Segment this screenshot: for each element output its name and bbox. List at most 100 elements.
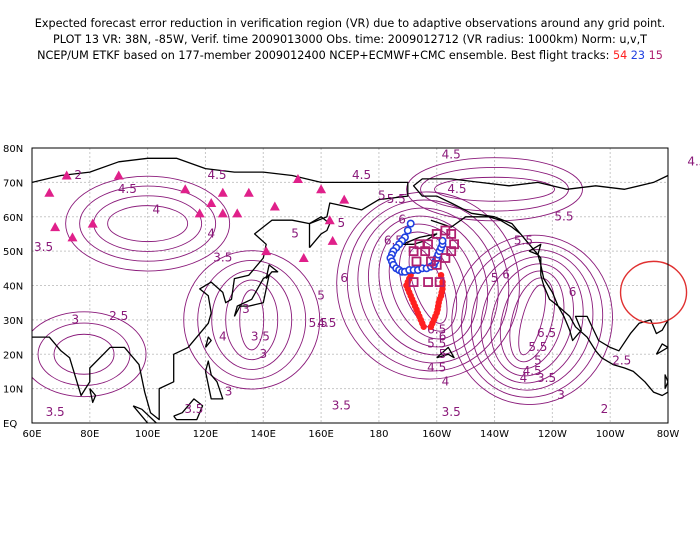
contour-line <box>65 175 231 272</box>
verification-circle <box>619 260 688 325</box>
contour-label: 6 <box>439 330 447 344</box>
contour-label: 5 <box>317 288 325 302</box>
contour-line <box>197 260 307 380</box>
raob-site-marker <box>87 218 98 228</box>
contour-label: 3 <box>557 388 565 402</box>
contour-label: 4.5 <box>442 147 461 161</box>
track-point <box>431 259 442 270</box>
contour-label: 2 <box>601 402 609 416</box>
contour-line <box>461 241 604 398</box>
raob-site-marker <box>50 222 61 232</box>
contour-label: 3 <box>225 385 233 399</box>
track-point <box>423 239 433 250</box>
contour-label: 2.5 <box>109 309 128 323</box>
coastline <box>204 336 212 348</box>
contour-line <box>357 207 499 364</box>
lon-tick-label: 160E <box>308 429 333 440</box>
contour-label: 3.5 <box>213 251 232 265</box>
contour-label: 3.5 <box>34 240 53 254</box>
track-point <box>440 253 451 263</box>
lat-tick-label: 30N <box>3 316 23 327</box>
contour-label: 5 <box>534 354 542 368</box>
coastline <box>233 274 270 317</box>
contour-label: 4.5 <box>427 361 446 375</box>
contour-label: 6 <box>569 285 577 299</box>
lat-tick-label: 20N <box>3 350 23 361</box>
coastline <box>265 264 279 280</box>
contour-line <box>378 223 478 348</box>
flight-track-red <box>403 271 446 330</box>
contour-label: 6.5 <box>537 326 556 340</box>
lon-tick-label: 100E <box>135 429 160 440</box>
contour-labels: 4.54.543.54.54.54.54.555.566.55543.5332.… <box>34 147 700 419</box>
raob-site-marker <box>327 235 338 245</box>
lat-tick-label: 70N <box>3 178 23 189</box>
track-point <box>446 229 457 239</box>
contour-label: 3.5 <box>184 402 203 416</box>
lon-tick-label: 60E <box>22 429 41 440</box>
contour-label: 3.5 <box>46 405 65 419</box>
track-point <box>438 236 447 245</box>
contour-label: 5.5 <box>387 192 406 206</box>
contour-label: 3 <box>259 347 267 361</box>
contour-label: 5.5 <box>528 340 547 354</box>
header-line-3-text: NCEP/UM ETKF based on 177-member 2009012… <box>37 49 610 62</box>
contour-line <box>470 249 594 391</box>
contour-label: 4.5 <box>523 364 542 378</box>
contour-line <box>32 311 147 398</box>
raob-site-marker <box>61 170 72 180</box>
track-point <box>411 256 422 267</box>
track-point <box>403 226 412 235</box>
raob-site-marker <box>269 201 280 211</box>
header-line-1: Expected forecast error reduction in ver… <box>34 17 666 30</box>
contour-label: 3.5 <box>332 398 351 412</box>
contour-line <box>518 284 546 356</box>
lat-tick-label: 10N <box>3 385 23 396</box>
raob-site-marker <box>298 253 309 262</box>
contour-label: 3.5 <box>442 405 461 419</box>
header-line-3: NCEP/UM ETKF based on 177-member 2009012… <box>0 48 700 64</box>
contour-line <box>79 185 217 262</box>
raob-site-marker <box>324 215 335 225</box>
raob-site-marker <box>339 194 350 204</box>
raob-site-marker <box>217 208 228 218</box>
verification-region <box>619 260 688 325</box>
raob-site-marker <box>217 187 228 197</box>
contour-line <box>239 289 265 351</box>
lon-tick-label: 120W <box>538 429 567 440</box>
contour-label: 4.5 <box>118 182 137 196</box>
contour-label: 3.5 <box>537 371 556 385</box>
lat-tick-label: 40N <box>3 282 23 293</box>
contour-label: 4 <box>219 330 227 344</box>
contour-label: 4.5 <box>207 168 226 182</box>
track-point <box>406 219 415 228</box>
contour-label: 4.5 <box>687 154 700 168</box>
track-point <box>420 246 431 257</box>
contour-label: 4.5 <box>352 168 371 182</box>
contour-label: 5 <box>338 216 346 230</box>
contour-label: 3 <box>72 312 80 326</box>
track-label-red: 54 <box>612 49 628 62</box>
raob-site-marker <box>316 184 327 194</box>
track-point <box>449 239 459 250</box>
track-point <box>408 246 419 257</box>
raob-site-marker <box>232 208 243 218</box>
coastlines <box>32 157 668 423</box>
lat-tick-label: 60N <box>3 213 23 224</box>
coastline <box>132 405 158 423</box>
coastline <box>412 174 668 397</box>
contour-label: 3 <box>242 302 250 316</box>
contour-line <box>406 157 583 222</box>
lat-tick-label: EQ <box>3 419 17 430</box>
contour-label: 4 <box>207 226 215 240</box>
track-point <box>446 246 457 257</box>
flight-track-purple <box>408 225 459 287</box>
contour-line <box>107 205 189 243</box>
contour-label: 5 <box>291 226 299 240</box>
coastline <box>528 243 542 256</box>
lon-tick-label: 120E <box>193 429 218 440</box>
raob-site-marker <box>206 198 217 207</box>
lon-tick-label: 80E <box>80 429 99 440</box>
raob-site-marker <box>44 187 55 197</box>
